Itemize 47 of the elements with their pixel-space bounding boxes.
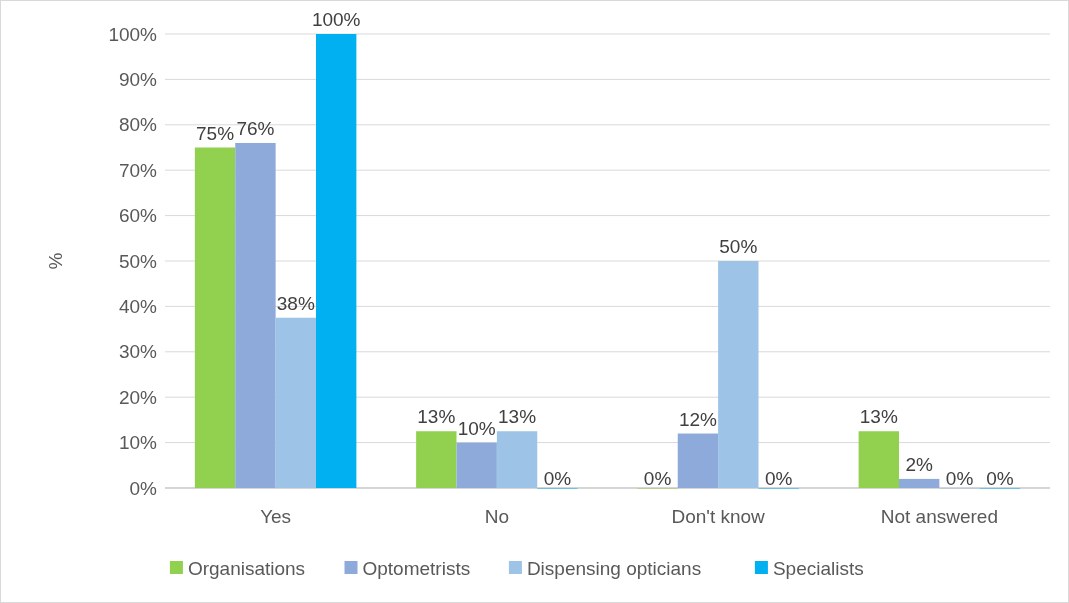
data-label: 10% xyxy=(457,417,496,439)
data-label: 12% xyxy=(678,408,718,430)
bar xyxy=(858,431,899,488)
y-tick-label: 50% xyxy=(118,250,158,272)
data-label: 13% xyxy=(859,406,898,428)
y-tick-label: 20% xyxy=(118,386,158,408)
data-label: 13% xyxy=(498,406,537,428)
data-label: 100% xyxy=(311,9,361,30)
data-label: 13% xyxy=(417,406,456,428)
x-tick-label: Not answered xyxy=(880,506,998,527)
legend-label: Dispensing opticians xyxy=(526,557,702,579)
data-label: 38% xyxy=(276,292,315,314)
y-tick-label: 100% xyxy=(108,23,158,45)
y-axis-title: % xyxy=(45,252,66,270)
bar xyxy=(456,442,497,488)
bar xyxy=(194,147,236,488)
bar xyxy=(496,431,538,488)
y-tick-label: 60% xyxy=(118,205,158,227)
legend-label: Specialists xyxy=(772,557,864,579)
bar xyxy=(275,317,316,488)
y-tick-label: 0% xyxy=(129,477,158,499)
bar xyxy=(316,34,357,488)
data-label: 0% xyxy=(643,468,672,489)
data-label: 2% xyxy=(905,453,934,475)
legend-label: Optometrists xyxy=(362,557,471,579)
y-tick-label: 30% xyxy=(118,341,158,363)
bar xyxy=(899,478,940,488)
bar xyxy=(677,433,719,488)
y-tick-label: 90% xyxy=(118,69,158,91)
data-label: 0% xyxy=(543,468,572,489)
y-tick-label: 10% xyxy=(118,432,158,454)
data-label: 75% xyxy=(196,122,235,144)
x-tick-label: No xyxy=(484,506,510,527)
bar xyxy=(235,142,276,488)
x-tick-label: Don't know xyxy=(671,506,766,527)
y-tick-label: 40% xyxy=(118,296,158,318)
bar xyxy=(718,261,759,488)
bar xyxy=(416,431,457,488)
data-label: 0% xyxy=(764,468,793,489)
data-label: 50% xyxy=(719,236,758,257)
data-label: 0% xyxy=(986,468,1014,489)
y-tick-label: 80% xyxy=(118,114,158,136)
data-label: 76% xyxy=(236,117,275,139)
y-tick-label: 70% xyxy=(118,159,158,181)
data-label: 0% xyxy=(945,468,974,489)
legend-label: Organisations xyxy=(187,557,306,579)
x-tick-label: Yes xyxy=(260,506,292,527)
